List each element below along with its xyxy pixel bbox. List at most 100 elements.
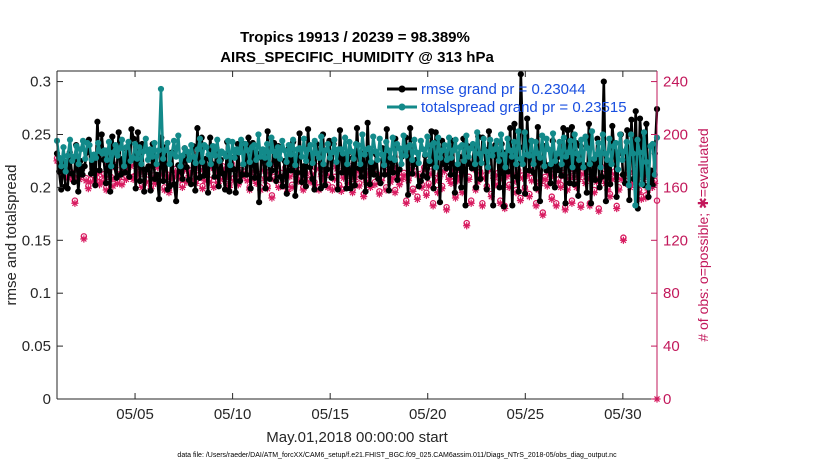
totalspread-point <box>333 158 340 166</box>
obs-evaluated-point <box>503 173 511 181</box>
obs-evaluated-point <box>391 189 399 197</box>
totalspread-point <box>290 136 297 143</box>
totalspread-point <box>504 135 511 142</box>
obs-evaluated-point <box>324 183 332 191</box>
totalspread-point <box>227 162 234 169</box>
rmse-point <box>568 123 575 131</box>
totalspread-point <box>402 152 409 159</box>
totalspread-point <box>199 158 206 166</box>
totalspread-point <box>296 145 303 152</box>
rmse-point <box>58 186 65 193</box>
left-y-tick-label: 0 <box>43 391 51 408</box>
right-y-tick-label: 160 <box>663 179 688 196</box>
obs-evaluated-point <box>371 181 379 189</box>
totalspread-point <box>445 134 453 141</box>
rmse-point <box>328 174 335 181</box>
totalspread-point <box>354 141 362 149</box>
obs-evaluated-point <box>516 197 525 205</box>
totalspread-point <box>378 151 386 158</box>
totalspread-point <box>302 157 310 165</box>
totalspread-point <box>565 149 572 156</box>
totalspread-point <box>268 134 275 141</box>
obs-evaluated-point <box>71 199 79 207</box>
obs-evaluated-point <box>628 179 636 188</box>
rmse-point <box>273 177 280 185</box>
obs-evaluated-point <box>438 185 446 193</box>
obs-evaluated-point <box>178 183 186 191</box>
totalspread-point <box>346 138 353 145</box>
totalspread-point <box>409 156 416 163</box>
totalspread-point <box>463 132 470 139</box>
totalspread-point <box>103 156 110 163</box>
rmse-point <box>358 173 365 180</box>
totalspread-point <box>173 153 180 160</box>
rmse-point <box>298 178 305 186</box>
right-y-axis-label: # of obs: o=possible; ✱=evaluated <box>695 128 711 341</box>
rmse-point <box>645 193 652 201</box>
rmse-point <box>79 171 86 178</box>
rmse-point <box>247 185 254 192</box>
totalspread-point <box>437 154 444 161</box>
totalspread-point <box>110 149 117 156</box>
rmse-point <box>585 120 593 128</box>
left-y-tick-label: 0.25 <box>22 126 51 143</box>
obs-evaluated-point <box>286 173 294 181</box>
x-tick-label: 05/10 <box>214 406 252 423</box>
rmse-point <box>370 171 378 178</box>
plot-frame <box>56 70 658 400</box>
obs-evaluated-point <box>568 199 576 207</box>
obs-evaluated-point <box>100 173 108 181</box>
rmse-point <box>194 125 201 132</box>
totalspread-point <box>632 202 639 209</box>
totalspread-point <box>389 134 396 141</box>
totalspread-point <box>651 171 658 178</box>
rmse-point <box>211 173 218 180</box>
rmse-point <box>287 167 295 174</box>
totalspread-point <box>246 158 253 166</box>
rmse-point <box>200 172 207 179</box>
totalspread-point <box>62 168 69 175</box>
obs-evaluated-point <box>481 174 489 182</box>
totalspread-point <box>372 148 379 155</box>
footer-data-file: data file: /Users/raeder/DAI/ATM_forcXX/… <box>177 452 617 459</box>
totalspread-point <box>599 131 606 138</box>
rmse-point <box>115 129 122 136</box>
totalspread-point <box>419 146 427 153</box>
rmse-point <box>362 188 369 195</box>
obs-evaluated-point <box>447 179 455 188</box>
rmse-point <box>153 171 161 178</box>
totalspread-point <box>374 156 381 163</box>
totalspread-point <box>168 150 175 157</box>
rmse-point <box>558 172 565 179</box>
obs-evaluated-point <box>234 181 242 189</box>
totalspread-point <box>75 161 82 168</box>
totalspread-point <box>617 131 624 138</box>
totalspread-point <box>398 161 405 168</box>
totalspread-point <box>242 140 249 148</box>
obs-evaluated-point <box>154 163 162 172</box>
obs-evaluated-point <box>389 174 397 182</box>
totalspread-point <box>231 154 238 161</box>
rmse-point <box>628 116 635 123</box>
totalspread-point <box>448 154 455 161</box>
x-axis-ticks: 05/05 05/10 05/15 05/20 05/25 05/30 <box>116 71 642 423</box>
totalspread-point <box>118 136 126 143</box>
obs-evaluated-point <box>440 167 448 176</box>
totalspread-point <box>279 137 286 144</box>
totalspread-point <box>560 134 567 141</box>
obs-evaluated-point <box>548 195 556 203</box>
obs-evaluated-point <box>454 177 462 185</box>
totalspread-point <box>489 152 496 159</box>
totalspread-point <box>235 149 243 156</box>
rmse-point <box>283 190 290 197</box>
legend: rmse grand pr = 0.23044 totalspread gran… <box>387 81 627 116</box>
totalspread-point <box>391 156 399 163</box>
rmse-point <box>377 180 384 187</box>
rmse-point <box>292 192 299 199</box>
totalspread-point <box>543 135 550 142</box>
totalspread-point <box>192 159 199 167</box>
totalspread-point <box>645 184 652 191</box>
totalspread-point <box>497 131 505 138</box>
totalspread-point <box>614 166 622 173</box>
obs-evaluated-point <box>328 186 336 194</box>
